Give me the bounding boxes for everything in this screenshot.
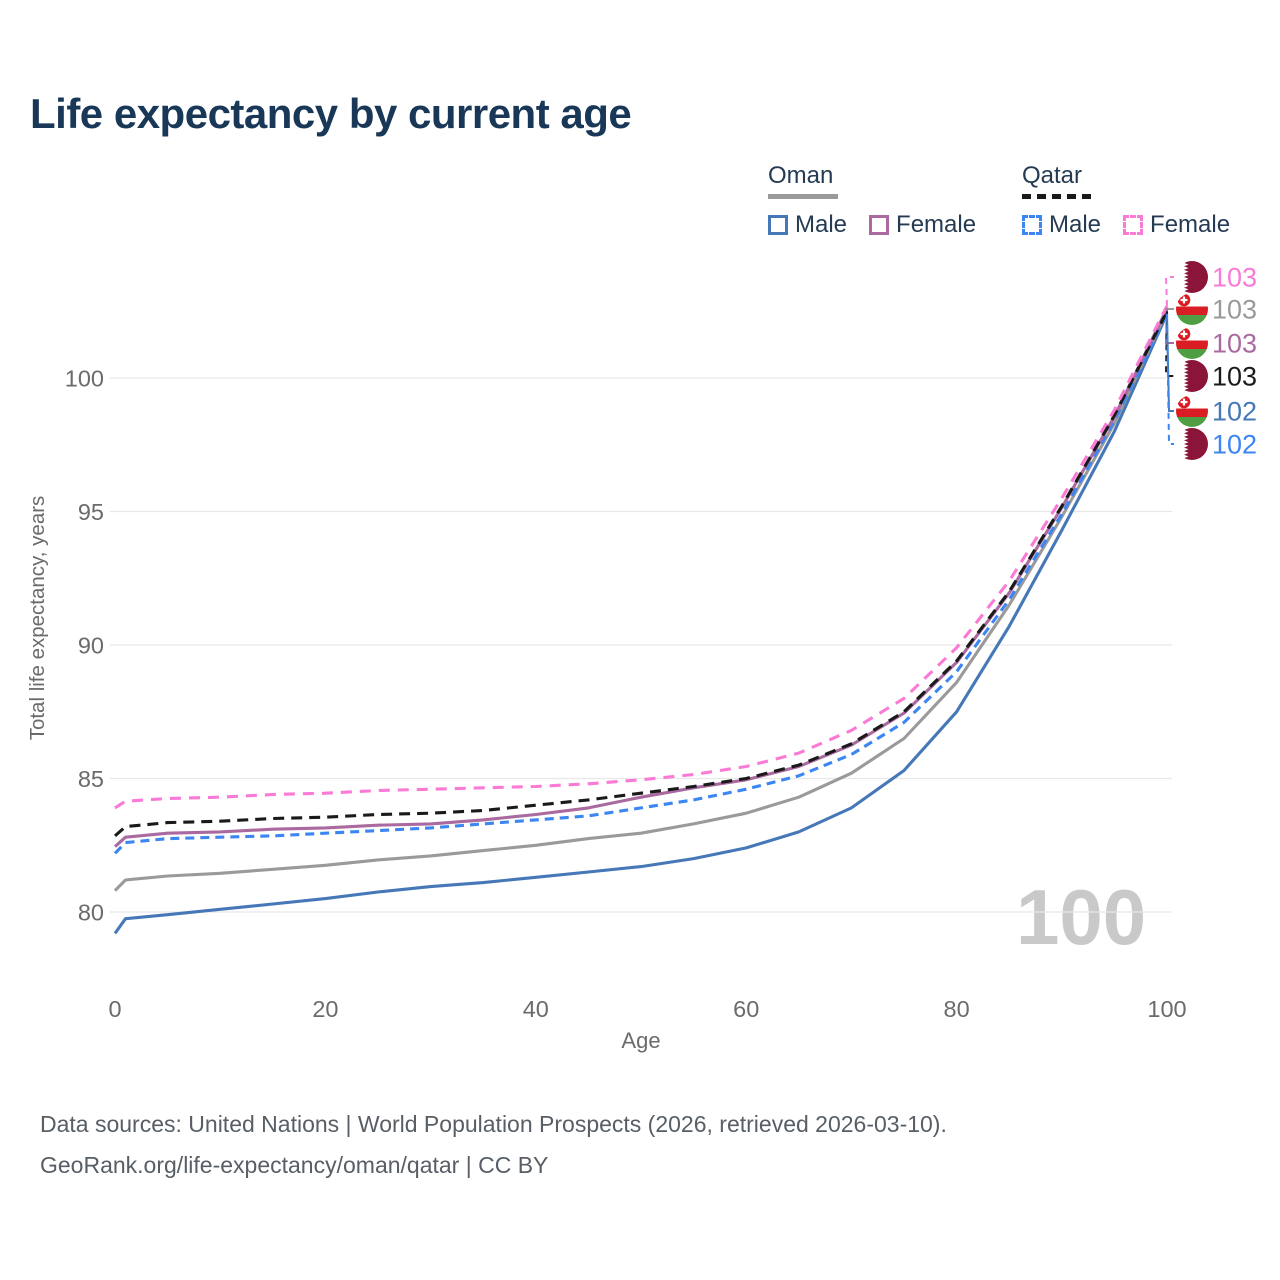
series-line-oman-male[interactable]: [113, 313, 1169, 935]
end-label-qatar-total: 103: [1212, 362, 1257, 392]
leader-qatar-male: [1166, 313, 1174, 445]
end-label-oman-female: 103: [1212, 329, 1257, 359]
leader-oman-male: [1166, 313, 1174, 412]
flag-oman-icon: [1176, 327, 1208, 359]
legend-item-label: Female: [896, 211, 977, 238]
flag-oman-icon: [1176, 293, 1208, 325]
oman-female-swatch-icon: [869, 215, 890, 235]
legend-item-qatar-female[interactable]: Female: [1123, 211, 1230, 239]
legend-item-oman-female[interactable]: Female: [869, 211, 976, 239]
legend-group-oman: Oman Male Female: [768, 162, 998, 239]
x-tick-40: 40: [523, 996, 549, 1022]
x-tick-20: 20: [312, 996, 338, 1022]
series-line-oman-total[interactable]: [113, 310, 1169, 892]
footer: Data sources: United Nations | World Pop…: [40, 1104, 947, 1186]
y-tick-100: 100: [65, 366, 104, 392]
legend-header-qatar: Qatar: [1022, 162, 1083, 189]
end-label-oman-male: 102: [1212, 397, 1257, 427]
legend-item-qatar-male[interactable]: Male: [1022, 211, 1101, 239]
legend-item-label: Male: [1049, 211, 1102, 238]
y-tick-90: 90: [78, 633, 104, 659]
series-line-oman-female[interactable]: [113, 307, 1169, 848]
flag-oman-icon: [1176, 395, 1208, 427]
leader-qatar-female: [1164, 276, 1174, 306]
legend-underline-oman: [768, 194, 838, 199]
flag-qatar-icon: [1176, 428, 1208, 460]
legend-header-oman: Oman: [768, 162, 834, 189]
page-title: Life expectancy by current age: [30, 90, 632, 137]
y-tick-85: 85: [78, 766, 104, 792]
end-label-qatar-female: 103: [1212, 263, 1257, 293]
flag-qatar-icon: [1176, 360, 1208, 392]
leader-qatar-total: [1164, 311, 1174, 377]
legend-item-label: Female: [1150, 211, 1231, 238]
legend-group-qatar: Qatar Male Female: [1022, 162, 1252, 239]
qatar-female-swatch-icon: [1123, 215, 1144, 235]
series-line-qatar-male[interactable]: [113, 313, 1169, 855]
legend-item-label: Male: [795, 211, 848, 238]
x-tick-80: 80: [944, 996, 970, 1022]
legend-item-oman-male[interactable]: Male: [768, 211, 847, 239]
y-axis-title: Total life expectancy, years: [26, 496, 49, 741]
y-tick-80: 80: [78, 900, 104, 926]
oman-male-swatch-icon: [768, 215, 788, 235]
end-label-oman-total: 103: [1212, 295, 1257, 325]
flag-qatar-icon: [1176, 261, 1208, 293]
x-axis-title: Age: [621, 1028, 660, 1053]
end-label-qatar-male: 102: [1212, 430, 1257, 460]
y-tick-95: 95: [78, 499, 104, 525]
x-tick-100: 100: [1147, 996, 1186, 1022]
footer-attribution: GeoRank.org/life-expectancy/oman/qatar |…: [40, 1152, 549, 1178]
legend-underline-qatar: [1022, 194, 1092, 199]
series-line-qatar-total[interactable]: [113, 310, 1169, 838]
qatar-male-swatch-icon: [1022, 215, 1042, 235]
x-tick-0: 0: [108, 996, 121, 1022]
x-tick-60: 60: [733, 996, 759, 1022]
footer-data-sources: Data sources: United Nations | World Pop…: [40, 1111, 947, 1137]
series-line-qatar-female[interactable]: [114, 305, 1169, 810]
age-indicator-watermark: 100: [1016, 873, 1147, 961]
